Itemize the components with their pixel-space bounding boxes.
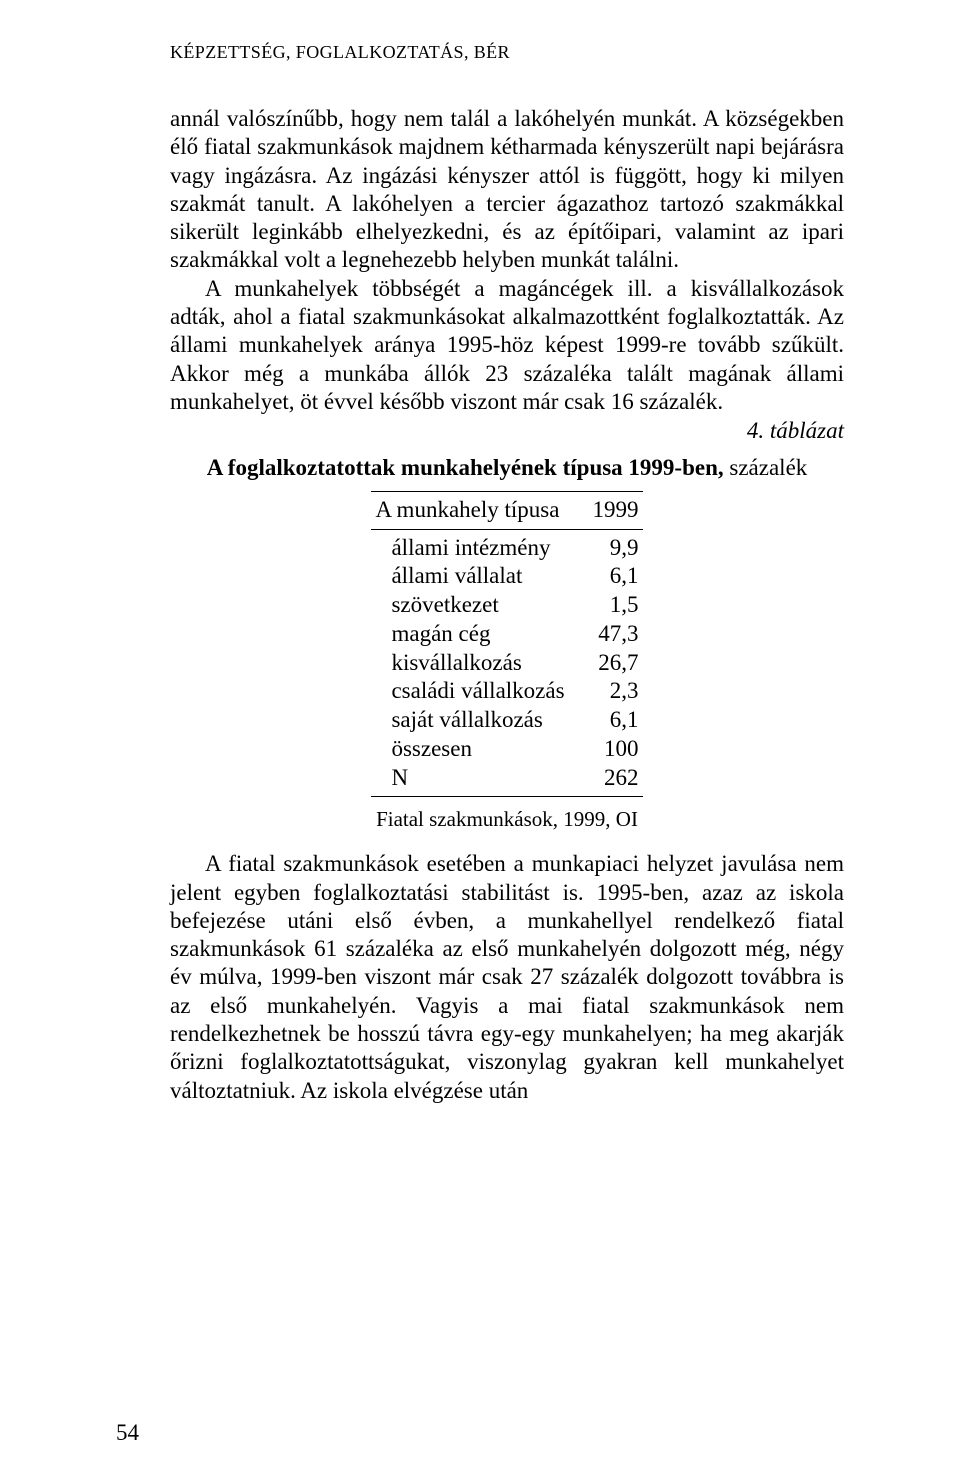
- table-cell-label: állami intézmény: [371, 529, 578, 562]
- table-cell-label: kisvállalkozás: [371, 649, 578, 678]
- page-number: 54: [116, 1420, 139, 1446]
- workplace-type-table: A munkahely típusa 1999 állami intézmény…: [371, 491, 642, 798]
- table-cell-label: összesen: [371, 735, 578, 764]
- table-cell-value: 6,1: [579, 562, 643, 591]
- table-cell-value: 100: [579, 735, 643, 764]
- table-title-bold: A foglalkoztatottak munkahelyének típusa…: [207, 455, 724, 480]
- table-cell-label: szövetkezet: [371, 591, 578, 620]
- table-cell-value: 6,1: [579, 706, 643, 735]
- table-cell-label: magán cég: [371, 620, 578, 649]
- table-header-col-0: A munkahely típusa: [371, 491, 578, 529]
- table-title: A foglalkoztatottak munkahelyének típusa…: [170, 454, 844, 483]
- page: KÉPZETTSÉG, FOGLALKOZTATÁS, BÉR annál va…: [0, 0, 960, 1476]
- table-header-col-1: 1999: [579, 491, 643, 529]
- table-header-row: A munkahely típusa 1999: [371, 491, 642, 529]
- table-cell-value: 47,3: [579, 620, 643, 649]
- table-row: állami vállalat 6,1: [371, 562, 642, 591]
- table-row: összesen 100: [371, 735, 642, 764]
- paragraph-1: annál valószínűbb, hogy nem talál a lakó…: [170, 105, 844, 275]
- table-row: állami intézmény 9,9: [371, 529, 642, 562]
- table-row: kisvállalkozás 26,7: [371, 649, 642, 678]
- table-cell-label: állami vállalat: [371, 562, 578, 591]
- table-cell-value: 262: [579, 764, 643, 797]
- table-row: szövetkezet 1,5: [371, 591, 642, 620]
- table-row: magán cég 47,3: [371, 620, 642, 649]
- paragraph-2: A munkahelyek többségét a magáncégek ill…: [170, 275, 844, 416]
- table-cell-label: saját vállalkozás: [371, 706, 578, 735]
- table-row: családi vállalkozás 2,3: [371, 677, 642, 706]
- running-header: KÉPZETTSÉG, FOGLALKOZTATÁS, BÉR: [170, 42, 844, 63]
- paragraph-3: A fiatal szakmunkások esetében a munkapi…: [170, 850, 844, 1105]
- table-title-rest: százalék: [724, 455, 808, 480]
- table-reference: 4. táblázat: [170, 418, 844, 444]
- table-source: Fiatal szakmunkások, 1999, OI: [170, 807, 844, 832]
- table-row: saját vállalkozás 6,1: [371, 706, 642, 735]
- table-cell-label: N: [371, 764, 578, 797]
- table-cell-value: 26,7: [579, 649, 643, 678]
- table-wrapper: A munkahely típusa 1999 állami intézmény…: [170, 491, 844, 798]
- table-cell-value: 2,3: [579, 677, 643, 706]
- table-cell-value: 9,9: [579, 529, 643, 562]
- table-cell-value: 1,5: [579, 591, 643, 620]
- table-row: N 262: [371, 764, 642, 797]
- table-cell-label: családi vállalkozás: [371, 677, 578, 706]
